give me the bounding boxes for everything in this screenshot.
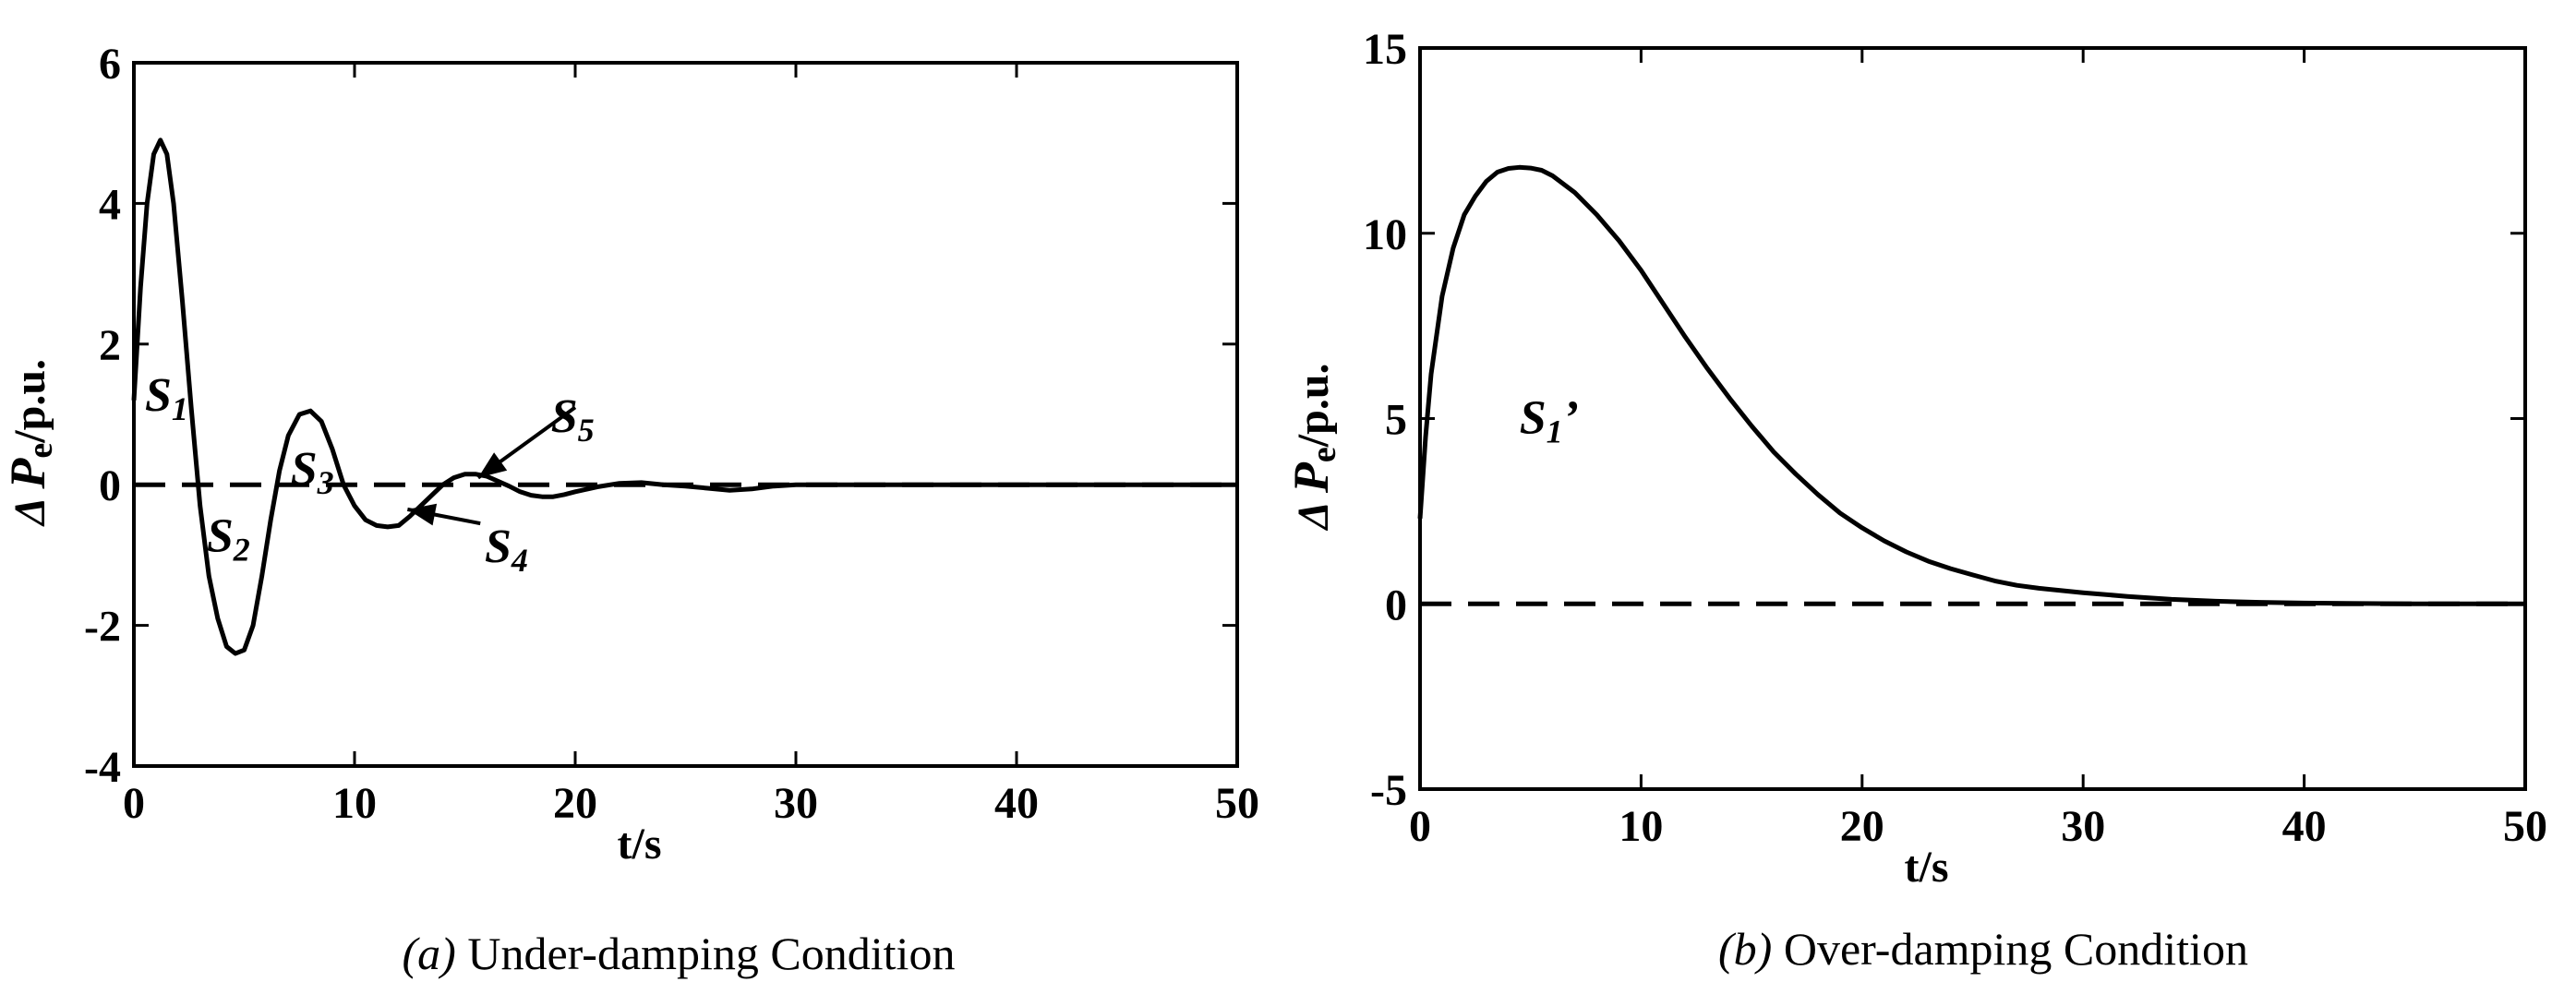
y-tick-label: 2 (99, 321, 121, 370)
x-tick-label: 20 (553, 779, 597, 828)
y-tick-label: -2 (84, 603, 121, 652)
annotation-label: S1’ (1520, 392, 1579, 450)
annotation-label: S2 (207, 510, 250, 569)
x-tick-label: 30 (774, 779, 818, 828)
x-tick-label: 10 (332, 779, 377, 828)
x-tick-label: 20 (1840, 802, 1884, 851)
response-curve (1417, 164, 2525, 606)
y-tick-label: 4 (99, 180, 121, 229)
plot-frame (132, 61, 1239, 768)
plot-frame (1418, 46, 2527, 791)
x-axis-title: t/s (1905, 843, 1949, 892)
y-tick-label: 6 (99, 40, 121, 89)
x-tick-label: 10 (1619, 802, 1663, 851)
y-tick-label: -4 (84, 743, 121, 792)
x-tick-label: 30 (2061, 802, 2105, 851)
x-tick-label: 40 (994, 779, 1039, 828)
annotation-label: S1 (145, 369, 188, 427)
x-tick-label: 40 (2282, 802, 2327, 851)
x-tick-label: 50 (2503, 802, 2547, 851)
annotation-label: S5 (551, 390, 595, 449)
x-tick-label: 0 (123, 779, 145, 828)
y-tick-label: -5 (1370, 766, 1407, 815)
y-tick-label: 5 (1385, 396, 1407, 445)
annotation-arrow-head (407, 503, 438, 526)
caption-over-damping: (b) Over-damping Condition (1718, 923, 2248, 975)
y-tick-label: 0 (1385, 581, 1407, 629)
y-axis-title: Δ Pe/p.u. (1283, 363, 1343, 531)
x-tick-label: 0 (1409, 802, 1431, 851)
y-tick-label: 0 (99, 461, 121, 510)
chart-under-damping: 0 10 20 30 40 50 -4 -2 0 2 4 6 t/s Δ Pe/p.u. S1 S2 S3 S4 S… (0, 40, 1259, 868)
caption-under-damping: (a) Under-damping Condition (403, 928, 956, 979)
y-axis-title: Δ Pe/p.u. (0, 359, 60, 527)
annotation-label: S4 (485, 521, 528, 579)
y-tick-label: 10 (1363, 210, 1407, 259)
annotation-label: S3 (291, 443, 334, 501)
y-tick-label: 15 (1363, 25, 1407, 74)
response-curve (131, 138, 1237, 656)
x-tick-label: 50 (1215, 779, 1259, 828)
x-axis-title: t/s (618, 820, 662, 868)
annotation-arrow-head (477, 452, 508, 478)
